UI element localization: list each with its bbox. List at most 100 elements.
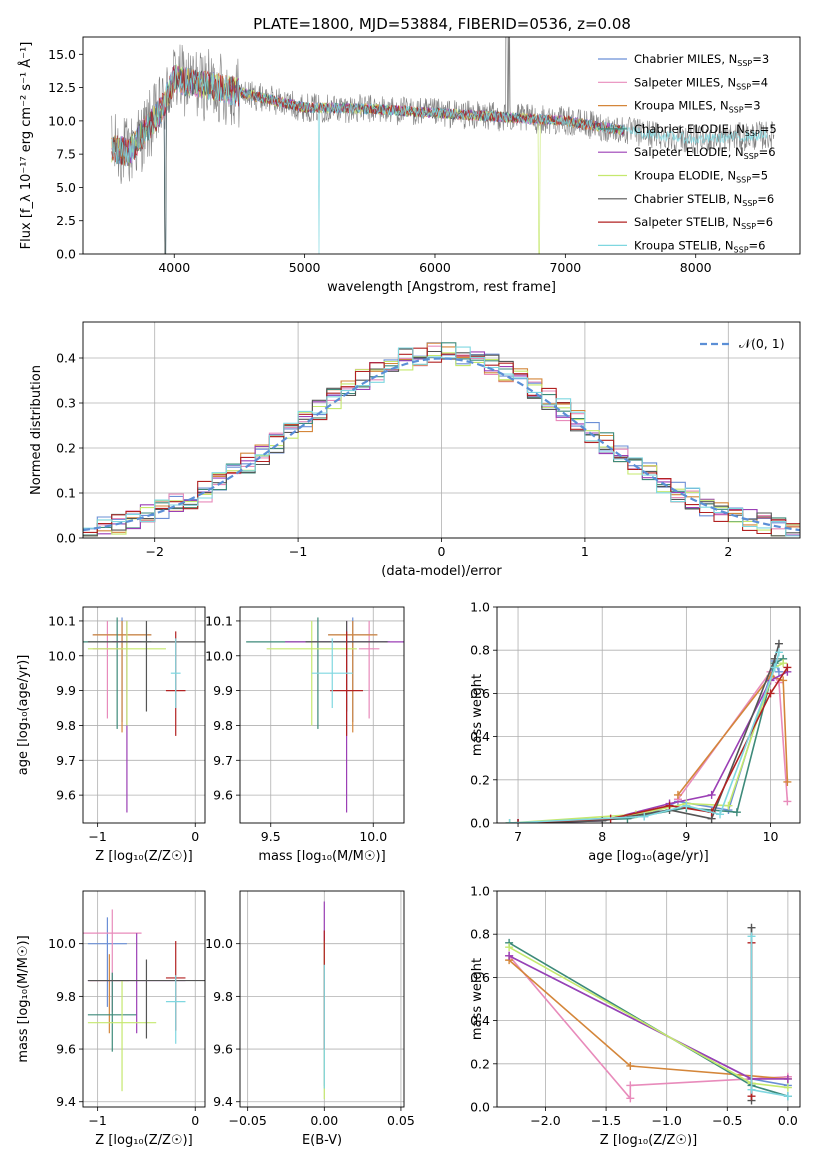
weight-marker [626,1061,635,1070]
x-tick-label: 1 [581,544,589,559]
legend-nssp-sub: SSP [741,222,756,231]
plot-area-weight_vs_Z [505,923,792,1105]
y-tick-label: 0.4 [470,1013,490,1028]
weight-marker [626,1094,635,1103]
weight-marker [665,801,674,810]
axes-frame [82,606,206,824]
weight-marker [779,659,788,668]
x-tick-label: 0.0 [778,1113,798,1128]
x-axis-label: mass [log₁₀(M/M☉)] [258,849,385,864]
y-tick-label: 10.1 [48,613,76,628]
weight-series-8 [509,652,780,823]
panel-mass_vs_EBV: −0.05 0.00 0.05 9.4 9.6 9.8 10.0 E(B-V) [205,890,415,1148]
legend-label: Salpeter STELIB, NSSP=6 [634,215,773,231]
y-tick-label: 10.0 [48,648,76,663]
legend-nssp-sub: SSP [744,152,759,161]
weight-marker [783,1083,792,1092]
legend-nssp-value: 6 [758,238,765,252]
weight-marker [724,801,733,810]
y-tick-label: 10.0 [205,936,233,951]
histogram-3 [83,342,800,536]
x-tick-label: −1 [88,1113,106,1128]
weight-marker [505,951,514,960]
weight-marker [514,819,523,823]
x-tick-label: 5000 [289,260,321,275]
weight-marker [747,1085,756,1094]
x-axis-label: Z [log₁₀(Z/Z☉)] [95,849,192,864]
legend-label: Kroupa MILES, NSSP=3 [634,99,761,115]
x-tick-label: −1 [289,544,307,559]
legend-nssp-value: 6 [768,145,775,159]
y-tick-label: 0.4 [56,351,76,366]
weight-marker [640,812,649,821]
x-tick-label: 6000 [419,260,451,275]
y-tick-label: 10.1 [205,613,233,628]
weight-marker [505,943,514,952]
legend-nssp-eq: = [744,99,754,113]
x-tick-label: −1 [88,829,106,844]
y-tick-label: 2.5 [56,213,76,228]
normal-reference-curve [83,357,800,532]
legend-nssp-sub: SSP [737,59,752,68]
y-tick-label: 15.0 [48,47,76,62]
y-tick-label: 9.7 [56,753,76,768]
histogram-8 [83,346,800,537]
x-tick-label: −0.5 [712,1113,742,1128]
weight-marker [626,1081,635,1090]
weight-series-4 [517,671,788,823]
legend-nssp-eq: = [760,122,770,136]
x-tick-label: 10.0 [359,829,387,844]
legend-model-name: Chabrier ELODIE [634,122,729,136]
weight-marker [783,777,792,786]
legend-nssp-sub: SSP [736,82,751,91]
plot-area-weight_vs_age [505,639,792,823]
weight-marker [747,932,756,941]
y-tick-label: 0.6 [470,686,490,701]
panel-mass_vs_Z: −1 0 9.4 9.6 9.8 10.0 Z [log₁₀(Z/Z☉)] mass [log… [16,890,206,1148]
x-tick-label: 0 [438,544,446,559]
y-tick-label: 9.8 [213,718,233,733]
plot-area-spectrum [111,37,775,254]
y-axis-label: age [log₁₀(age/yr)] [16,655,31,776]
legend-label: Chabrier MILES, NSSP=3 [634,52,769,68]
y-tick-label: 7.5 [56,147,76,162]
x-tick-label: 9 [682,829,690,844]
legend-nssp-value: 5 [761,169,768,183]
weight-marker [673,790,682,799]
weight-marker [783,1092,792,1101]
axes-frame [82,321,801,539]
weight-marker [732,808,741,817]
legend-nssp-prefix: , N [726,192,742,206]
legend-model-name: Salpeter STELIB [634,215,725,229]
legend-nssp-prefix: , N [721,52,737,66]
legend-nssp-value: 4 [761,75,768,89]
y-tick-label: 12.5 [48,80,76,95]
y-tick-label: 0.0 [470,816,490,831]
x-axis-label: age [log₁₀(age/yr)] [588,849,709,864]
x-tick-label: 9.5 [261,829,281,844]
y-axis-label: mass weight [470,674,485,756]
y-tick-label: 9.8 [56,718,76,733]
legend-model-name: Salpeter ELODIE [634,145,728,159]
y-axis-label: mass weight [470,958,485,1040]
y-tick-label: 9.9 [213,683,233,698]
x-axis-label: wavelength [Angstrom, rest frame] [327,280,556,295]
axes-frame [496,606,801,824]
weight-marker [766,689,775,698]
x-axis-label: (data-model)/error [381,564,502,579]
legend-model-name: Kroupa MILES [634,99,713,113]
panel-age_vs_mass: 9.5 10.0 9.6 9.7 9.8 9.9 10.0 10.1 mass [log₁₀(M… [205,606,405,864]
y-tick-label: 1.0 [470,884,490,899]
legend-model-name: Salpeter MILES [634,75,720,89]
y-tick-label: 10.0 [48,936,76,951]
weight-marker [682,801,691,810]
y-tick-label: 9.6 [213,1042,233,1057]
y-tick-label: 0.2 [470,1056,490,1071]
weight-series-8 [750,936,789,1097]
legend-nssp-prefix: , N [720,75,736,89]
legend-nssp-eq: = [751,75,761,89]
legend-nssp-prefix: , N [725,215,741,229]
x-axis-label: Z [log₁₀(Z/Z☉)] [95,1133,192,1148]
